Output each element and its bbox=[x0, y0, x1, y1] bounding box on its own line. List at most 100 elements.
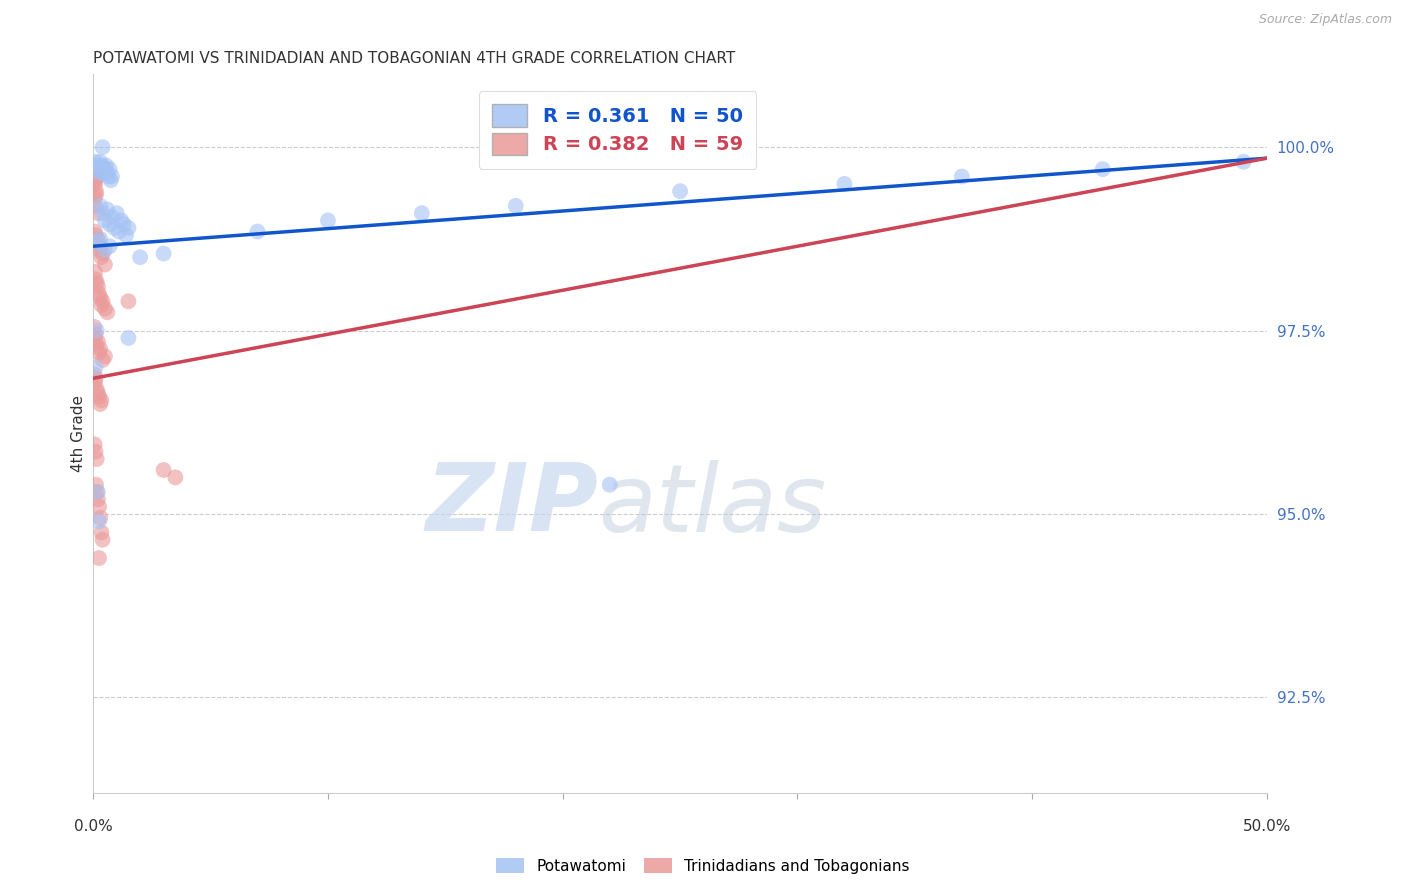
Point bbox=[98, 239, 121, 253]
Point bbox=[87, 485, 110, 500]
Point bbox=[112, 217, 135, 231]
Point bbox=[89, 291, 111, 305]
Legend: R = 0.361   N = 50, R = 0.382   N = 59: R = 0.361 N = 50, R = 0.382 N = 59 bbox=[478, 91, 756, 169]
Point bbox=[91, 206, 114, 220]
Point bbox=[152, 463, 174, 477]
Point bbox=[86, 485, 108, 500]
Text: 50.0%: 50.0% bbox=[1243, 819, 1291, 833]
Point bbox=[86, 324, 108, 338]
Point bbox=[84, 371, 107, 385]
Point bbox=[87, 243, 110, 257]
Point bbox=[97, 169, 120, 184]
Point bbox=[84, 177, 107, 191]
Text: POTAWATOMI VS TRINIDADIAN AND TOBAGONIAN 4TH GRADE CORRELATION CHART: POTAWATOMI VS TRINIDADIAN AND TOBAGONIAN… bbox=[93, 51, 735, 66]
Point bbox=[89, 510, 111, 524]
Point bbox=[83, 169, 105, 184]
Text: atlas: atlas bbox=[598, 459, 827, 550]
Point bbox=[91, 246, 114, 260]
Point bbox=[83, 320, 105, 334]
Point bbox=[96, 305, 118, 319]
Point bbox=[505, 199, 527, 213]
Point bbox=[950, 169, 973, 184]
Point bbox=[90, 525, 112, 540]
Point bbox=[316, 213, 339, 227]
Point bbox=[165, 470, 187, 484]
Point bbox=[84, 154, 107, 169]
Point bbox=[93, 166, 115, 180]
Point bbox=[87, 551, 110, 566]
Point bbox=[94, 243, 117, 257]
Legend: Potawatomi, Trinidadians and Tobagonians: Potawatomi, Trinidadians and Tobagonians bbox=[491, 852, 915, 880]
Point bbox=[84, 477, 107, 491]
Point bbox=[411, 206, 433, 220]
Point bbox=[101, 169, 124, 184]
Point bbox=[87, 287, 110, 301]
Point bbox=[87, 390, 110, 404]
Point bbox=[87, 279, 110, 293]
Point bbox=[117, 220, 139, 235]
Point bbox=[98, 217, 121, 231]
Point bbox=[91, 353, 114, 368]
Point bbox=[96, 166, 118, 180]
Point bbox=[87, 500, 110, 514]
Point bbox=[89, 342, 111, 356]
Point bbox=[90, 298, 112, 312]
Point bbox=[94, 301, 117, 316]
Point bbox=[87, 232, 110, 246]
Point bbox=[89, 199, 111, 213]
Point bbox=[108, 225, 131, 239]
Point bbox=[117, 331, 139, 345]
Point bbox=[84, 272, 107, 286]
Point bbox=[84, 327, 107, 342]
Point bbox=[84, 331, 107, 345]
Point bbox=[105, 206, 128, 220]
Point bbox=[115, 228, 138, 243]
Point bbox=[86, 276, 108, 290]
Point bbox=[91, 140, 114, 154]
Point bbox=[84, 265, 107, 279]
Point bbox=[89, 232, 111, 246]
Point bbox=[84, 228, 107, 243]
Point bbox=[83, 437, 105, 451]
Point bbox=[90, 159, 112, 173]
Point bbox=[87, 515, 110, 529]
Point bbox=[110, 213, 132, 227]
Point bbox=[84, 375, 107, 389]
Point bbox=[1091, 162, 1114, 177]
Point bbox=[83, 368, 105, 382]
Point bbox=[87, 206, 110, 220]
Point bbox=[84, 173, 107, 187]
Point bbox=[91, 162, 114, 177]
Point bbox=[90, 393, 112, 408]
Point bbox=[84, 187, 107, 202]
Point bbox=[152, 246, 174, 260]
Point bbox=[89, 239, 111, 253]
Point bbox=[94, 159, 117, 173]
Point bbox=[87, 162, 110, 177]
Point bbox=[129, 250, 152, 264]
Point bbox=[599, 477, 621, 491]
Point bbox=[86, 338, 108, 352]
Point bbox=[84, 360, 107, 375]
Point bbox=[246, 225, 269, 239]
Point bbox=[94, 258, 117, 272]
Point bbox=[84, 199, 107, 213]
Point bbox=[94, 349, 117, 363]
Point bbox=[91, 294, 114, 309]
Point bbox=[87, 492, 110, 507]
Point bbox=[86, 382, 108, 396]
Point bbox=[669, 184, 692, 198]
Text: 0.0%: 0.0% bbox=[73, 819, 112, 833]
Y-axis label: 4th Grade: 4th Grade bbox=[72, 395, 86, 472]
Point bbox=[94, 213, 117, 227]
Point bbox=[83, 192, 105, 206]
Point bbox=[86, 169, 108, 184]
Point bbox=[96, 202, 118, 217]
Point bbox=[87, 166, 110, 180]
Point bbox=[87, 334, 110, 349]
Point bbox=[94, 162, 117, 177]
Point bbox=[87, 235, 110, 250]
Point bbox=[89, 397, 111, 411]
Point bbox=[98, 162, 121, 177]
Point bbox=[86, 235, 108, 250]
